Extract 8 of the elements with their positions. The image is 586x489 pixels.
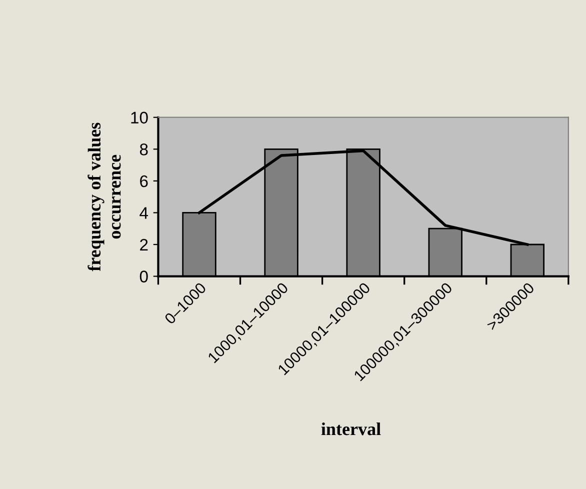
y-tick-label: 0 — [140, 270, 148, 282]
y-tick-label: 2 — [140, 238, 148, 251]
y-tick-label: 6 — [140, 175, 148, 188]
y-tick-label: 10 — [131, 112, 148, 124]
y-axis-title: frequency of values occurrence — [88, 122, 121, 272]
y-tick-label: 8 — [140, 144, 148, 156]
y-tick-label: 4 — [140, 207, 148, 219]
x-axis-title: interval — [321, 422, 381, 436]
